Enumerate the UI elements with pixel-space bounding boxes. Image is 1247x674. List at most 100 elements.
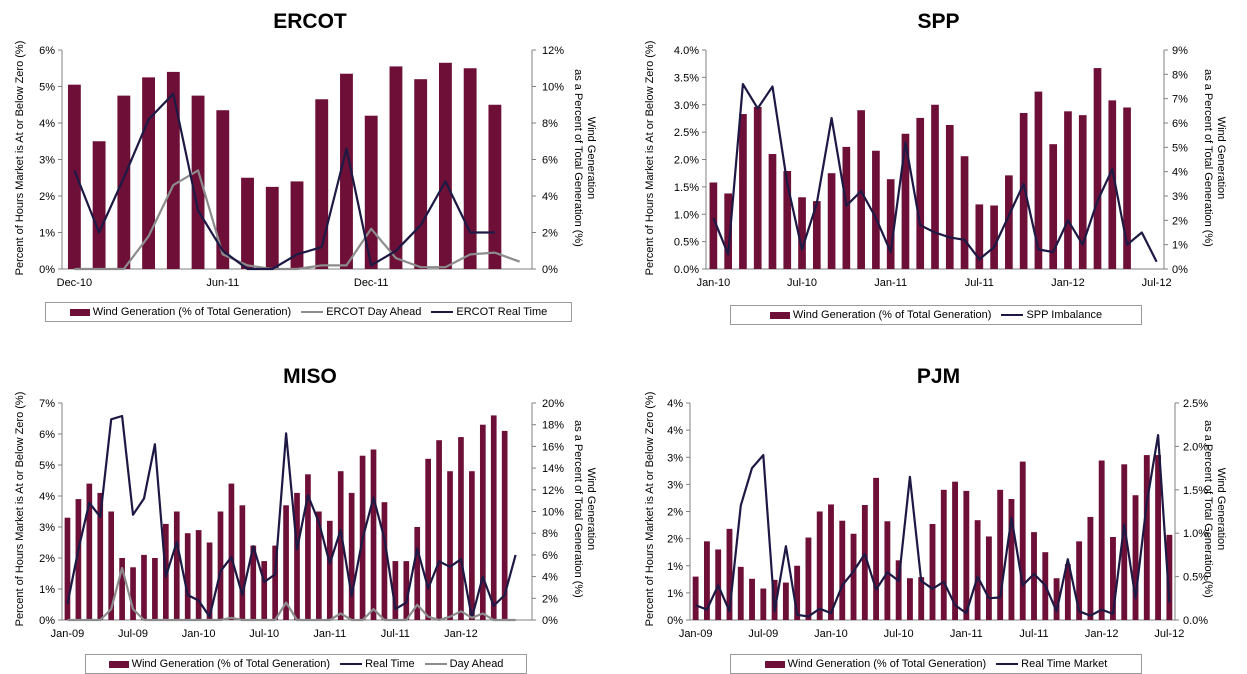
miso-wind-bar [458,437,464,620]
pjm-chart-panel: PJM Percent of Hours Market is At or Bel… [630,345,1247,674]
legend-line-swatch [996,663,1019,665]
pjm-wind-bar [985,536,992,620]
spp-wind-bar [1108,100,1117,270]
pjm-x-tick-label: Jul-09 [748,628,778,640]
spp-left-tick-label: 1.0% [674,209,699,221]
ercot-wind-bar [340,73,353,269]
legend-line-swatch [301,311,324,313]
miso-left-tick-label: 5% [39,460,55,472]
pjm-plot: 0% 1% 1% 2% 2% 3% 3% 4% 4% 0.0% 0.5% 1.0% 1.5% 2.0% 2.… [667,398,1208,640]
ercot-right-tick-label: 8% [542,118,558,130]
pjm-left-tick-label: 0% [667,615,683,627]
ercot-right-tick-label: 4% [542,191,558,203]
miso-left-tick-label: 7% [39,398,55,410]
pjm-wind-bar [1019,461,1026,620]
spp-legend-label: Wind Generation (% of Total Generation) [792,309,992,321]
spp-left-tick-label: 2.0% [674,155,699,167]
miso-wind-bar [64,517,71,620]
spp-wind-bar [827,173,836,269]
ercot-left-tick-label: 1% [39,228,55,240]
miso-legend-label: Day Ahead [449,658,504,670]
pjm-right-tick-label: 2.5% [1183,398,1208,410]
pjm-legend-item: Real Time Market [996,658,1107,670]
spp-right-tick-label: 2% [1172,215,1188,227]
miso-wind-bar [173,511,180,620]
legend-line-swatch [431,311,454,313]
spp-right-tick-label: 7% [1172,94,1188,106]
legend-bar-swatch [769,311,790,319]
spp-wind-bar [783,170,792,269]
miso-wind-bar [392,561,399,620]
spp-wind-bar [724,193,733,269]
spp-wind-bar [1078,115,1087,269]
spp-wind-bar [872,150,880,269]
spp-right-tick-label: 3% [1172,191,1188,203]
ercot-wind-bar [191,95,205,269]
miso-wind-bar [490,415,497,620]
miso-wind-bar [272,545,278,620]
miso-wind-bar [381,502,388,620]
pjm-wind-bar [1098,460,1105,620]
miso-legend: Wind Generation (% of Total Generation) R… [85,654,527,674]
miso-wind-bar [403,561,410,620]
pjm-wind-bar [828,504,834,620]
spp-wind-bar [916,117,925,269]
ercot-left-tick-label: 3% [39,155,55,167]
pjm-wind-bar [794,565,801,620]
pjm-x-tick-label: Jul-11 [1019,628,1048,640]
miso-right-tick-label: 20% [542,398,564,410]
pjm-wind-bar [1064,564,1071,620]
ercot-wind-bar [364,115,378,269]
miso-x-tick-label: Jan-09 [51,628,85,640]
legend-line-swatch [340,663,363,665]
pjm-wind-bar [1121,464,1128,620]
spp-left-tick-label: 3.5% [674,72,699,84]
pjm-left-tick-label: 1% [667,588,683,600]
spp-wind-bar [739,114,747,270]
spp-wind-bar [1019,112,1028,270]
miso-right-tick-label: 14% [542,463,564,475]
spp-right-tick-label: 9% [1172,45,1188,57]
spp-wind-bar [857,110,865,269]
miso-wind-bar [228,483,235,620]
miso-wind-bar [206,542,213,620]
miso-right-tick-label: 0% [542,615,558,627]
miso-x-tick-label: Jan-12 [444,628,478,640]
pjm-wind-bar [1166,534,1173,620]
pjm-wind-bar [895,560,902,620]
legend-bar-swatch [69,308,90,316]
ercot-legend-item: ERCOT Day Ahead [301,306,421,318]
spp-wind-bar [945,125,954,269]
pjm-legend-label: Real Time Market [1021,658,1108,670]
miso-legend-label: Real Time [365,658,415,670]
spp-left-tick-label: 0.5% [674,237,699,249]
miso-wind-bar [370,449,377,620]
ercot-left-tick-label: 6% [39,45,55,57]
pjm-wind-bar [805,537,812,620]
ercot-left-tick-label: 5% [39,82,55,94]
pjm-wind-bar [963,490,970,620]
spp-right-tick-label: 0% [1172,264,1188,276]
spp-legend-label: SPP Imbalance [1026,309,1103,321]
pjm-left-tick-label: 2% [667,507,683,519]
pjm-wind-bar [782,582,789,620]
legend-bar-swatch [108,660,129,668]
miso-wind-bar [195,530,202,620]
spp-spp-imbalance-line [712,82,1158,263]
ercot-chart-panel: ERCOT Percent of Hours Market is At or B… [0,0,620,330]
miso-x-tick-label: Jan-11 [313,628,346,640]
miso-legend-item: Real Time [340,658,415,670]
spp-wind-bar [768,154,777,269]
miso-right-tick-label: 8% [542,528,558,540]
ercot-wind-bar [438,62,452,270]
pjm-legend-item: Wind Generation (% of Total Generation) [764,658,986,670]
pjm-wind-bar [997,489,1004,620]
ercot-legend: Wind Generation (% of Total Generation) E… [45,302,572,322]
miso-x-tick-label: Jul-10 [249,628,279,640]
spp-chart-panel: SPP Percent of Hours Market is At or Bel… [630,0,1247,330]
ercot-left-tick-label: 0% [39,264,55,276]
miso-right-tick-label: 10% [542,507,564,519]
ercot-right-tick-label: 6% [542,155,558,167]
ercot-wind-bar [166,71,180,270]
